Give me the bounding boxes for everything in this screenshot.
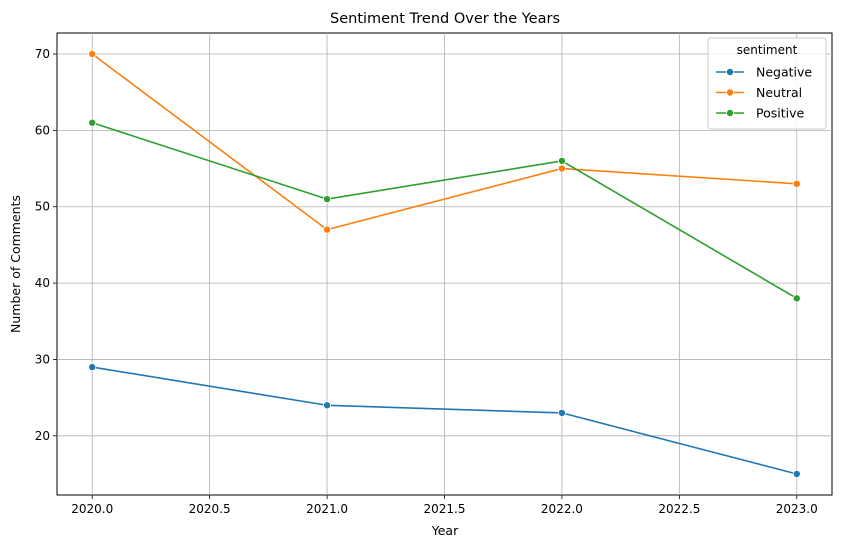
data-point-neutral — [323, 225, 332, 234]
legend-title: sentiment — [737, 43, 798, 57]
y-tick-label: 70 — [35, 47, 50, 61]
legend-label-positive: Positive — [756, 106, 804, 121]
data-point-positive — [792, 294, 801, 303]
legend-marker-negative — [726, 68, 735, 77]
y-tick-label: 50 — [35, 200, 50, 214]
legend-box — [707, 37, 827, 130]
data-point-neutral — [88, 50, 97, 59]
legend-marker-positive — [726, 109, 735, 118]
series-line-positive — [91, 121, 798, 300]
x-tick-label: 2023.0 — [776, 502, 818, 516]
x-axis-label: Year — [431, 523, 459, 538]
data-point-positive — [88, 118, 97, 127]
data-point-negative — [557, 408, 566, 417]
x-tick-label: 2020.0 — [71, 502, 113, 516]
series-line-neutral — [91, 53, 797, 231]
data-point-positive — [557, 156, 566, 165]
data-point-negative — [88, 363, 97, 372]
data-point-negative — [792, 469, 801, 478]
series-line-negative — [92, 366, 797, 475]
grid-layer — [57, 33, 832, 495]
y-tick-label: 30 — [35, 352, 50, 366]
legend-entries: Negative Neutral Positive — [716, 65, 812, 121]
x-tick-label: 2022.0 — [541, 502, 583, 516]
data-point-neutral — [557, 164, 566, 173]
y-tick-label: 20 — [35, 429, 50, 443]
x-tick-label: 2021.5 — [424, 502, 466, 516]
data-point-negative — [323, 401, 332, 410]
y-tick-label: 40 — [35, 276, 50, 290]
data-point-positive — [323, 195, 332, 204]
data-point-neutral — [792, 179, 801, 188]
legend-label-negative: Negative — [756, 65, 812, 80]
x-tick-label: 2021.0 — [306, 502, 348, 516]
x-axis-ticks: 2020.0 2020.5 2021.0 2021.5 2022.0 2022.5 2023… — [71, 495, 818, 516]
x-tick-label: 2022.5 — [658, 502, 700, 516]
legend-marker-neutral — [726, 88, 735, 97]
y-tick-label: 60 — [35, 123, 50, 137]
y-axis-label: Number of Comments — [8, 195, 23, 333]
legend: sentiment Negative Neutral Positive — [707, 37, 827, 130]
x-tick-label: 2020.5 — [189, 502, 231, 516]
series-layer — [88, 50, 801, 478]
y-axis-ticks: 20 30 40 50 60 70 — [35, 47, 57, 443]
legend-label-neutral: Neutral — [756, 85, 802, 100]
chart-title: Sentiment Trend Over the Years — [330, 11, 560, 27]
